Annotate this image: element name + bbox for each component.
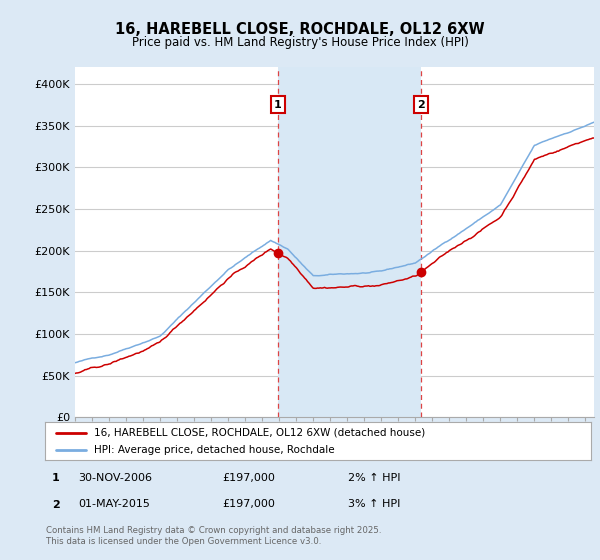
Text: 30-NOV-2006: 30-NOV-2006 <box>78 473 152 483</box>
Text: £197,000: £197,000 <box>222 499 275 509</box>
Text: 2: 2 <box>52 500 59 510</box>
Text: 2% ↑ HPI: 2% ↑ HPI <box>348 473 401 483</box>
Text: 3% ↑ HPI: 3% ↑ HPI <box>348 499 400 509</box>
Text: Price paid vs. HM Land Registry's House Price Index (HPI): Price paid vs. HM Land Registry's House … <box>131 36 469 49</box>
Bar <box>278 67 421 417</box>
Text: Contains HM Land Registry data © Crown copyright and database right 2025.
This d: Contains HM Land Registry data © Crown c… <box>46 526 382 546</box>
Text: £197,000: £197,000 <box>222 473 275 483</box>
Text: 2: 2 <box>417 100 425 110</box>
Text: 16, HAREBELL CLOSE, ROCHDALE, OL12 6XW (detached house): 16, HAREBELL CLOSE, ROCHDALE, OL12 6XW (… <box>94 427 425 437</box>
Text: HPI: Average price, detached house, Rochdale: HPI: Average price, detached house, Roch… <box>94 445 335 455</box>
Text: 1: 1 <box>52 473 59 483</box>
Text: 16, HAREBELL CLOSE, ROCHDALE, OL12 6XW: 16, HAREBELL CLOSE, ROCHDALE, OL12 6XW <box>115 22 485 38</box>
Text: 01-MAY-2015: 01-MAY-2015 <box>78 499 150 509</box>
Text: 1: 1 <box>274 100 281 110</box>
